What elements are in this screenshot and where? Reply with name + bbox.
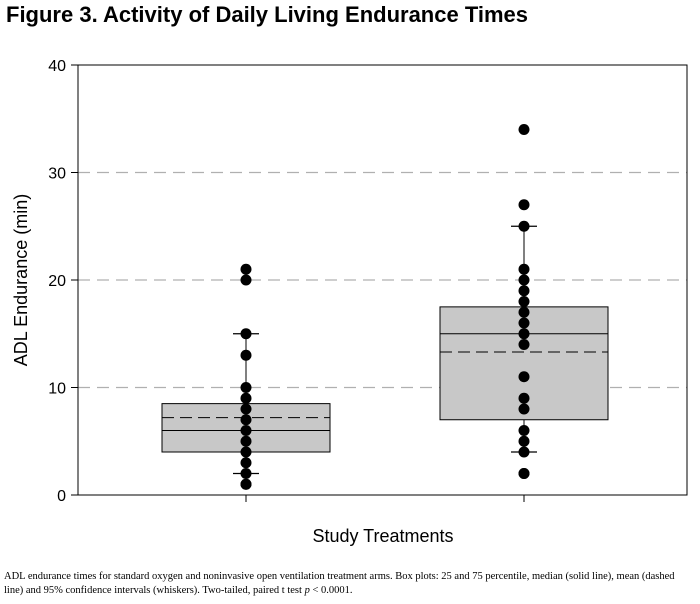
data-point-1-6 <box>240 435 252 447</box>
data-point-2-16 <box>518 263 530 275</box>
data-point-2-18 <box>518 199 530 211</box>
data-point-1-4 <box>240 457 252 469</box>
data-point-2-15 <box>518 274 530 286</box>
y-tick-label-30: 30 <box>48 166 66 183</box>
caption-text-1: ADL endurance times for standard oxygen … <box>4 571 675 596</box>
data-point-2-19 <box>518 124 530 135</box>
data-point-2-10 <box>518 328 530 340</box>
y-tick-label-40: 40 <box>48 58 66 75</box>
data-point-2-14 <box>518 285 530 297</box>
data-point-1-2 <box>240 478 252 490</box>
x-axis-label: Study Treatments <box>312 526 453 546</box>
data-point-1-3 <box>240 468 252 479</box>
figure-caption: ADL endurance times for standard oxygen … <box>4 570 694 598</box>
y-tick-label-10: 10 <box>48 381 66 398</box>
data-point-2-3 <box>518 446 530 458</box>
axis-layer: 0 10 20 30 40 <box>48 58 525 505</box>
box-layer <box>161 225 609 475</box>
data-point-1-5 <box>240 446 252 458</box>
data-point-2-7 <box>518 392 530 404</box>
data-point-2-13 <box>518 296 530 307</box>
y-tick-label-20: 20 <box>48 273 66 290</box>
data-point-1-13 <box>240 328 252 340</box>
data-point-2-11 <box>518 317 530 329</box>
p-symbol: p <box>304 585 310 596</box>
data-point-1-12 <box>240 349 252 361</box>
data-point-2-9 <box>518 339 530 350</box>
data-point-1-15 <box>240 263 252 275</box>
caption-text-2: < 0.0001. <box>309 585 353 596</box>
data-point-2-17 <box>518 220 530 232</box>
y-tick-label-0: 0 <box>57 488 66 505</box>
data-point-1-7 <box>240 425 252 436</box>
data-point-2-4 <box>518 435 530 447</box>
data-point-1-9 <box>240 403 252 415</box>
data-point-1-8 <box>240 414 252 426</box>
data-point-1-14 <box>240 274 252 286</box>
data-point-2-5 <box>518 425 530 436</box>
grid-lines <box>78 171 687 389</box>
data-point-2-8 <box>518 371 530 383</box>
data-point-2-12 <box>518 306 530 318</box>
y-axis-label: ADL Endurance (min) <box>11 194 31 366</box>
data-point-2-6 <box>518 403 530 415</box>
figure-title: Figure 3. Activity of Daily Living Endur… <box>6 2 529 27</box>
data-point-2-2 <box>518 468 530 479</box>
data-point-1-10 <box>240 392 252 404</box>
point-layer <box>240 124 530 490</box>
data-point-1-11 <box>240 382 252 393</box>
